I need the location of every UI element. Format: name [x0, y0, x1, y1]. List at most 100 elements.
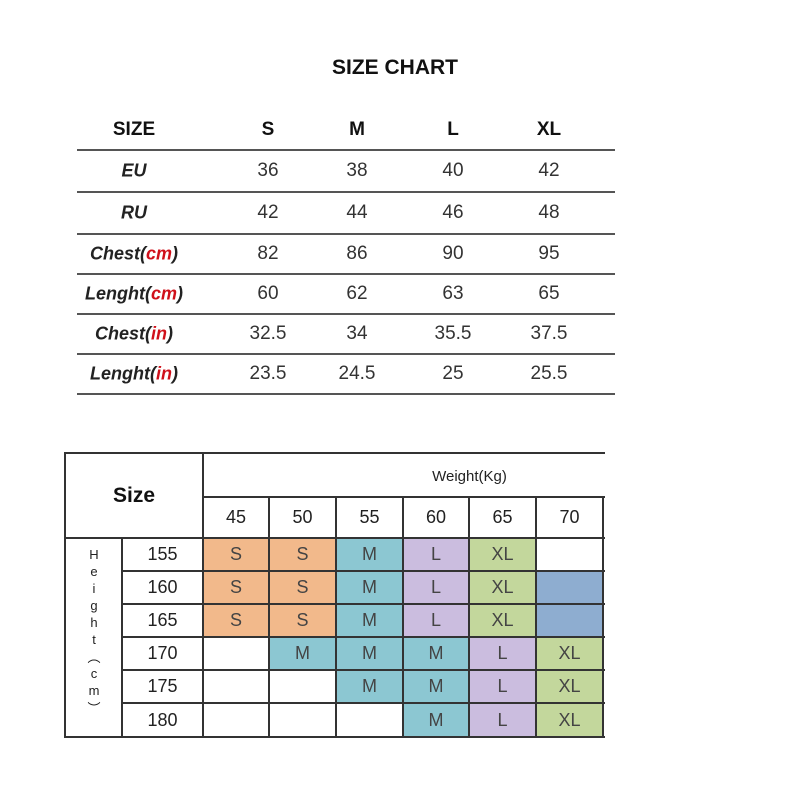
size-cell: M: [269, 637, 336, 670]
row-divider: [77, 273, 615, 275]
size-cell: S: [269, 604, 336, 637]
border: [122, 702, 605, 704]
row-unit: in: [151, 323, 168, 344]
size-column-header: M: [349, 119, 365, 140]
border: [202, 452, 204, 738]
size-cell: L: [403, 538, 469, 571]
height-label-char: m: [88, 683, 100, 698]
border: [602, 497, 604, 738]
border: [535, 497, 537, 738]
size-cell: M: [336, 604, 403, 637]
border: [121, 538, 123, 738]
size-column-header: L: [447, 119, 459, 140]
row-divider: [77, 191, 615, 193]
row-label: EU: [121, 161, 146, 182]
size-cell: M: [336, 670, 403, 703]
row-label: Lenght(cm): [85, 284, 183, 305]
row-divider: [77, 353, 615, 355]
height-label-char: g: [90, 598, 98, 613]
row-label-close: ): [167, 323, 174, 344]
table-cell: 37.5: [530, 323, 568, 344]
row-label-text: EU: [121, 160, 147, 181]
weight-header: 55: [359, 507, 380, 527]
size-cell: S: [203, 604, 269, 637]
size-cell: S: [269, 571, 336, 604]
weight-header: 65: [492, 507, 513, 527]
row-label-close: ): [171, 363, 178, 384]
table-cell: 65: [538, 283, 560, 304]
table-cell: 82: [257, 243, 279, 264]
size-cell: XL: [469, 571, 536, 604]
row-label: Chest(cm): [90, 244, 178, 265]
height-header: 160: [147, 577, 178, 597]
size-cell: L: [469, 637, 536, 670]
height-header: 175: [147, 676, 178, 696]
row-unit: in: [155, 363, 172, 384]
size-cell: S: [203, 571, 269, 604]
size-header-label: SIZE: [112, 119, 156, 140]
size-cell: M: [336, 571, 403, 604]
border: [203, 496, 605, 498]
row-label-close: ): [177, 283, 183, 304]
table-cell: 90: [442, 243, 464, 264]
size-cell: M: [403, 670, 469, 703]
size-cell: [536, 571, 603, 604]
table-cell: 95: [538, 243, 560, 264]
table-cell: 46: [442, 202, 464, 223]
row-label: Chest(in): [95, 324, 173, 345]
size-cell: [269, 670, 336, 703]
table-cell: 48: [538, 202, 560, 223]
size-cell: [336, 703, 403, 737]
height-header: 165: [147, 610, 178, 630]
table-cell: 44: [346, 202, 368, 223]
table-cell: 24.5: [338, 363, 376, 384]
table-cell: 25: [442, 363, 464, 384]
table-cell: 23.5: [249, 363, 287, 384]
size-cell: XL: [536, 637, 603, 670]
row-divider: [77, 233, 615, 235]
table-cell: 40: [442, 160, 464, 181]
row-label-text: Chest(: [94, 323, 152, 344]
row-label-text: RU: [121, 202, 147, 223]
row-label: Lenght(in): [90, 364, 178, 385]
height-label-char: c: [90, 666, 98, 681]
row-divider: [77, 149, 615, 151]
border: [122, 603, 605, 605]
table-cell: 34: [346, 323, 368, 344]
height-label-char: t: [92, 632, 96, 647]
border: [64, 452, 66, 738]
table-cell: 42: [257, 202, 279, 223]
size-cell: [203, 703, 269, 737]
table-cell: 38: [346, 160, 368, 181]
height-header: 155: [147, 544, 178, 564]
size-cell: L: [403, 604, 469, 637]
size-cell: M: [336, 538, 403, 571]
weight-label: Weight(Kg): [432, 467, 507, 485]
size-column-header: XL: [536, 119, 562, 140]
size-cell: [536, 538, 603, 571]
table-cell: 60: [257, 283, 279, 304]
size-cell: L: [469, 670, 536, 703]
border: [402, 497, 404, 738]
row-label-text: Lenght(: [90, 363, 156, 384]
size-column-header: S: [261, 119, 275, 140]
size-cell: [536, 604, 603, 637]
table-cell: 63: [442, 283, 464, 304]
size-cell: L: [469, 703, 536, 737]
weight-header: 45: [225, 507, 247, 527]
row-unit: cm: [150, 283, 177, 304]
page-title: SIZE CHART: [332, 56, 458, 79]
size-cell: XL: [469, 538, 536, 571]
border: [468, 497, 470, 738]
size-cell: M: [403, 637, 469, 670]
row-unit: cm: [146, 243, 173, 264]
height-label-char: e: [90, 564, 98, 579]
table-cell: 42: [538, 160, 560, 181]
row-divider: [77, 393, 615, 395]
size-cell: XL: [469, 604, 536, 637]
table-cell: 36: [257, 160, 279, 181]
border: [122, 636, 605, 638]
border: [122, 570, 605, 572]
table-cell: 32.5: [249, 323, 287, 344]
